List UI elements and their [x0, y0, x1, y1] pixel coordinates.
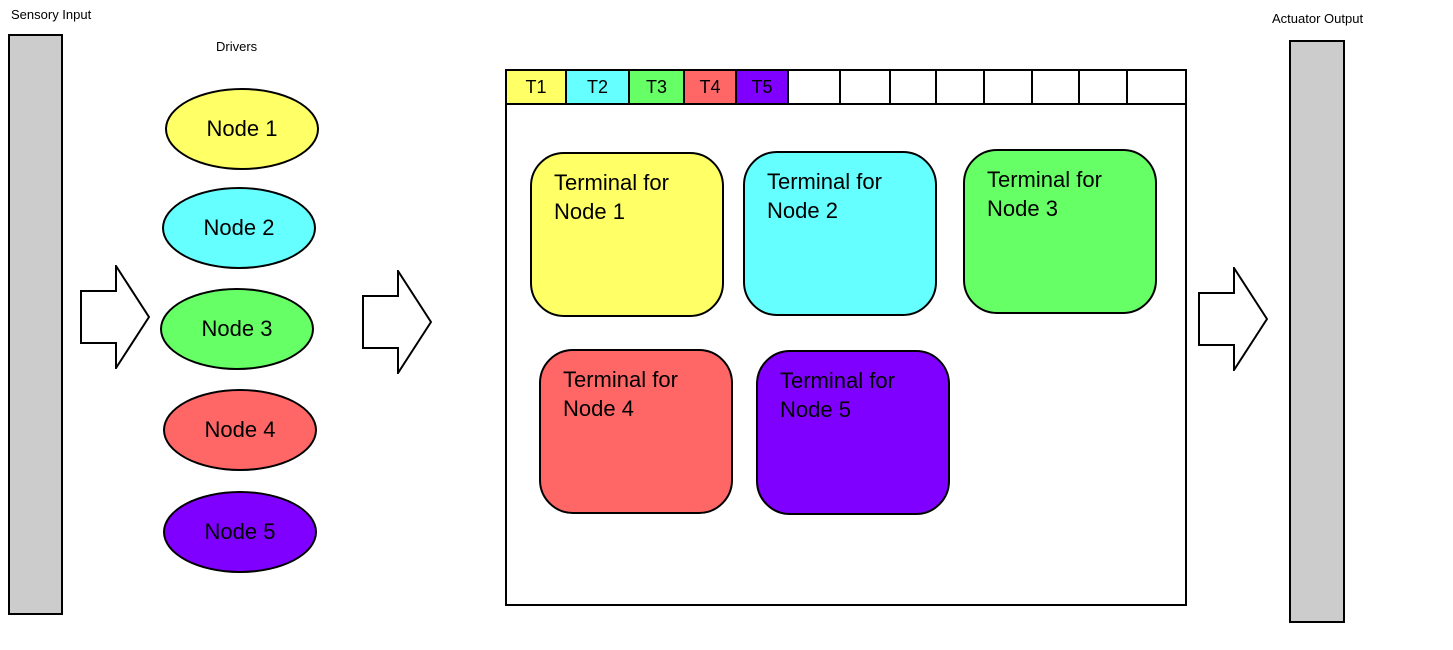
- terminal-title-line: Terminal for: [563, 367, 678, 392]
- terminal-window: T1 T2 T3 T4 T5 Terminal for Node 1 Termi…: [505, 69, 1187, 606]
- sensory-input-label: Sensory Input: [11, 7, 92, 22]
- driver-node-2: Node 2: [162, 187, 316, 269]
- terminal-node-4[interactable]: Terminal for Node 4: [539, 349, 733, 514]
- tab-t2[interactable]: T2: [567, 71, 630, 103]
- driver-node-5: Node 5: [163, 491, 317, 573]
- tab-empty[interactable]: [789, 71, 841, 103]
- terminal-title-line: Terminal for: [780, 368, 895, 393]
- terminal-title-line: Terminal for: [767, 169, 882, 194]
- terminal-node-line: Node 3: [987, 196, 1058, 221]
- tab-t4[interactable]: T4: [685, 71, 737, 103]
- tab-t1[interactable]: T1: [507, 71, 567, 103]
- right-block-arrow-icon: [1198, 267, 1268, 371]
- tab-empty[interactable]: [841, 71, 891, 103]
- terminal-node-3[interactable]: Terminal for Node 3: [963, 149, 1157, 314]
- sensory-input-bar: [8, 34, 63, 615]
- terminal-node-2[interactable]: Terminal for Node 2: [743, 151, 937, 316]
- tab-empty[interactable]: [937, 71, 985, 103]
- terminal-tab-bar: T1 T2 T3 T4 T5: [507, 71, 1185, 105]
- terminal-node-line: Node 2: [767, 198, 838, 223]
- terminal-node-line: Node 5: [780, 397, 851, 422]
- actuator-output-bar: [1289, 40, 1345, 623]
- tab-empty[interactable]: [985, 71, 1033, 103]
- tab-t3[interactable]: T3: [630, 71, 685, 103]
- right-block-arrow-icon: [362, 270, 432, 374]
- terminal-title-line: Terminal for: [554, 170, 669, 195]
- terminal-title-line: Terminal for: [987, 167, 1102, 192]
- driver-node-4: Node 4: [163, 389, 317, 471]
- tab-t5[interactable]: T5: [737, 71, 789, 103]
- drivers-label: Drivers: [216, 39, 258, 54]
- actuator-output-label: Actuator Output: [1272, 11, 1364, 26]
- tab-empty[interactable]: [891, 71, 937, 103]
- terminal-node-line: Node 1: [554, 199, 625, 224]
- tab-empty[interactable]: [1033, 71, 1080, 103]
- tab-empty[interactable]: [1128, 71, 1185, 103]
- tab-empty[interactable]: [1080, 71, 1128, 103]
- terminal-node-1[interactable]: Terminal for Node 1: [530, 152, 724, 317]
- driver-node-3: Node 3: [160, 288, 314, 370]
- terminal-node-line: Node 4: [563, 396, 634, 421]
- driver-node-1: Node 1: [165, 88, 319, 170]
- terminal-node-5[interactable]: Terminal for Node 5: [756, 350, 950, 515]
- right-block-arrow-icon: [80, 265, 150, 369]
